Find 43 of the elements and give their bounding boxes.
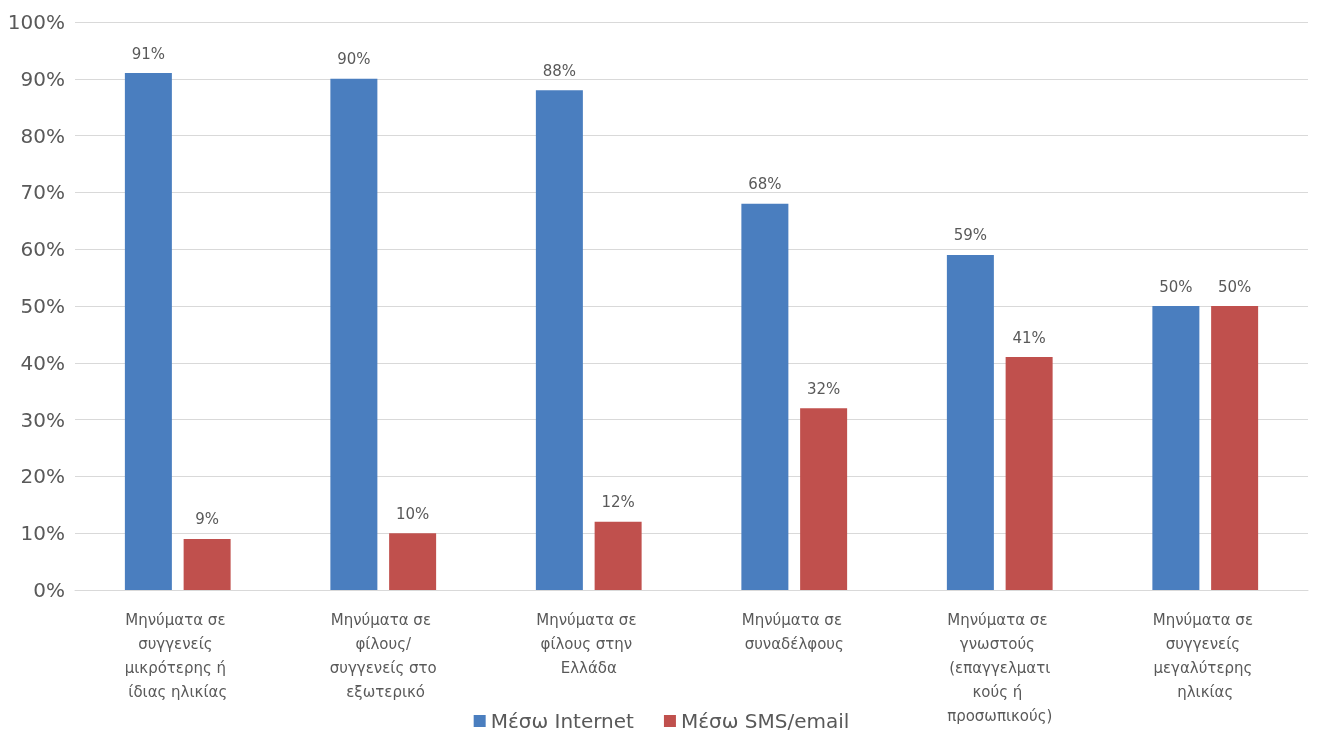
data-label: 10% [395, 504, 430, 523]
y-tick-label: 70% [20, 180, 65, 205]
data-label: 41% [1012, 328, 1046, 347]
x-tick-label: Μηνύματα σε συναδέλφους [741, 611, 847, 653]
bar [946, 254, 994, 590]
bar [1152, 306, 1200, 590]
y-tick-label: 10% [20, 521, 65, 546]
data-label: 59% [953, 226, 988, 245]
y-tick-label: 100% [7, 10, 65, 34]
bar [124, 73, 172, 590]
x-tick-label: Μηνύματα σε φίλους στην Ελλάδα [536, 611, 642, 677]
bar [535, 90, 583, 590]
x-tick-label: Μηνύματα σε συγγενείς μικρότερης ή ίδιας ηλικίας [124, 611, 231, 701]
legend-label: Μέσω Internet [490, 709, 635, 733]
data-label: 12% [601, 493, 635, 512]
data-label: 50% [1217, 277, 1252, 296]
y-tick-label: 50% [20, 294, 65, 318]
y-tick-label: 80% [20, 123, 65, 148]
y-tick-label: 90% [20, 66, 65, 91]
y-tick-label: 0% [33, 578, 65, 602]
data-label: 91% [131, 44, 166, 63]
data-label: 9% [195, 510, 220, 529]
bar [183, 538, 231, 590]
data-label: 90% [337, 50, 371, 69]
y-tick-label: 60% [20, 237, 65, 262]
bar [800, 408, 848, 590]
data-label: 88% [542, 61, 577, 80]
bar [741, 203, 789, 590]
data-label: 68% [748, 175, 782, 194]
y-tick-label: 40% [20, 350, 65, 375]
bar [389, 533, 437, 590]
data-label: 50% [1159, 277, 1193, 296]
legend-label: Μέσω SMS/email [680, 709, 850, 733]
bar [1211, 306, 1259, 590]
bar [594, 521, 642, 590]
data-label: 32% [806, 379, 841, 398]
bar [1005, 357, 1053, 590]
y-tick-label: 30% [20, 407, 65, 432]
y-tick-label: 20% [20, 464, 65, 489]
x-tick-label: Μηνύματα σε γνωστούς (επαγγελματικούς ή προσωπικούς) [947, 611, 1053, 725]
bar [330, 78, 378, 590]
x-tick-label: Μηνύματα σε συγγενείς μεγαλύτερης ηλικίας [1152, 611, 1258, 701]
x-tick-label: Μηνύματα σε φίλους/συγγενείς στο εξωτερικό [329, 611, 437, 701]
